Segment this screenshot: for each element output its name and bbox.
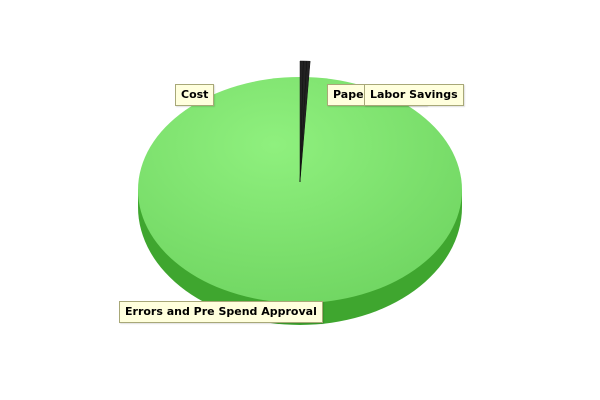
pie-slice-cost[interactable] [299,60,311,183]
slice-label-cost: Cost [175,84,215,106]
slice-label-errors-and-pre-spend-approval: Errors and Pre Spend Approval [119,301,323,323]
pie-slice-errors-and-pre-spend-approval[interactable] [138,77,462,303]
slice-label-labor-savings: Labor Savings [364,84,464,106]
